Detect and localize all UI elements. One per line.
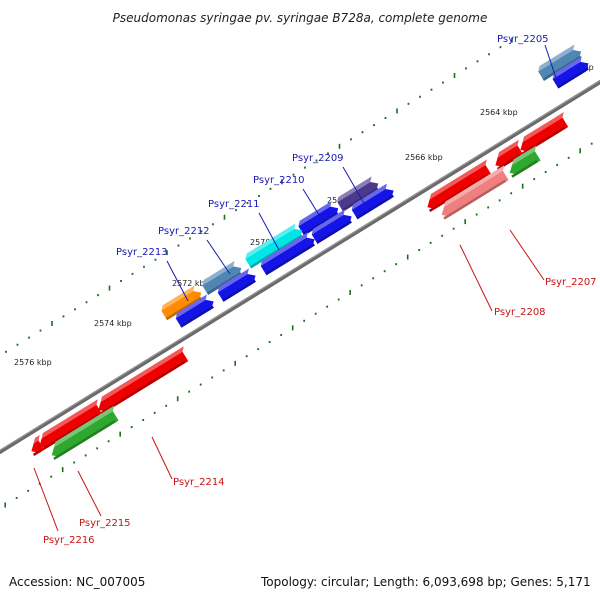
gene-label[interactable]: Psyr_2208 xyxy=(494,307,546,318)
gene-block-psyr-2216[interactable] xyxy=(29,434,45,456)
gene-label[interactable]: Psyr_2212 xyxy=(158,226,210,237)
gene-leader-line xyxy=(166,260,189,302)
gene-label[interactable]: Psyr_2211 xyxy=(208,199,260,210)
tick-rings xyxy=(4,37,593,508)
gene-leader-line xyxy=(459,244,493,312)
gene-label[interactable]: Psyr_2215 xyxy=(79,518,131,529)
gene-block-psyr-2212[interactable] xyxy=(200,260,244,295)
gene-block-psyr-2215[interactable] xyxy=(49,405,119,460)
gene-block-psyr-2213b[interactable] xyxy=(174,294,217,328)
tick-label: 2576 kbp xyxy=(14,358,52,367)
gene-block-psyr-2207c[interactable] xyxy=(507,145,541,178)
gene-block-psyr-2210b[interactable] xyxy=(310,209,355,244)
gene-block-psyr-2213[interactable] xyxy=(159,285,204,321)
gene-block-psyr-2205[interactable] xyxy=(536,44,584,81)
gene-label[interactable]: Psyr_2205 xyxy=(497,34,549,45)
gene-leader-line xyxy=(509,229,545,281)
gene-block-psyr-2208a[interactable] xyxy=(425,159,492,212)
gene-block-psyr-2212b[interactable] xyxy=(216,268,259,302)
gene-block-left-edge[interactable] xyxy=(0,426,2,446)
accession-text: Accession: NC_007005 xyxy=(9,575,146,589)
gene-leader-line xyxy=(544,44,560,88)
gene-leader-line xyxy=(342,166,366,206)
map-title: Pseudomonas syringae pv. syringae B728a,… xyxy=(113,11,488,25)
gene-label[interactable]: Psyr_2216 xyxy=(43,535,95,546)
gene-block-psyr-2209[interactable] xyxy=(335,176,381,212)
gene-label[interactable]: Psyr_2214 xyxy=(173,477,225,488)
gene-features xyxy=(0,44,591,460)
gene-label[interactable]: Psyr_2210 xyxy=(253,175,305,186)
gene-block-psyr-2210[interactable] xyxy=(296,201,341,236)
gene-leader-line xyxy=(151,436,173,480)
genome-backbone xyxy=(0,79,600,455)
gene-leader-line xyxy=(302,188,325,224)
gene-leader-line xyxy=(206,239,231,275)
genome-summary-text: Topology: circular; Length: 6,093,698 bp… xyxy=(261,575,591,589)
tick-label: 2564 kbp xyxy=(480,108,518,117)
gene-block-psyr-2214[interactable] xyxy=(96,346,189,415)
gene-label[interactable]: Psyr_2213 xyxy=(116,247,168,258)
genome-backbone-highlight xyxy=(0,80,600,451)
gene-labels: Psyr_2205 Psyr_2207 Psyr_2208 Psyr_2209 Psyr… xyxy=(33,34,597,546)
gene-label[interactable]: Psyr_2207 xyxy=(545,277,597,288)
gene-label[interactable]: Psyr_2209 xyxy=(292,153,344,164)
gene-block-psyr-2211b[interactable] xyxy=(259,232,318,276)
gene-leader-line xyxy=(33,467,59,532)
tick-label: 2572 kbp xyxy=(172,279,210,288)
gene-block-psyr-2209b[interactable] xyxy=(350,183,397,220)
gene-block-psyr-2208[interactable] xyxy=(439,165,509,220)
tick-label: 2574 kbp xyxy=(94,319,132,328)
gene-leader-line xyxy=(258,212,280,251)
gene-leader-line xyxy=(77,470,102,517)
tick-label: 2566 kbp xyxy=(405,153,443,162)
gene-block-psyr-2204[interactable] xyxy=(550,56,591,89)
